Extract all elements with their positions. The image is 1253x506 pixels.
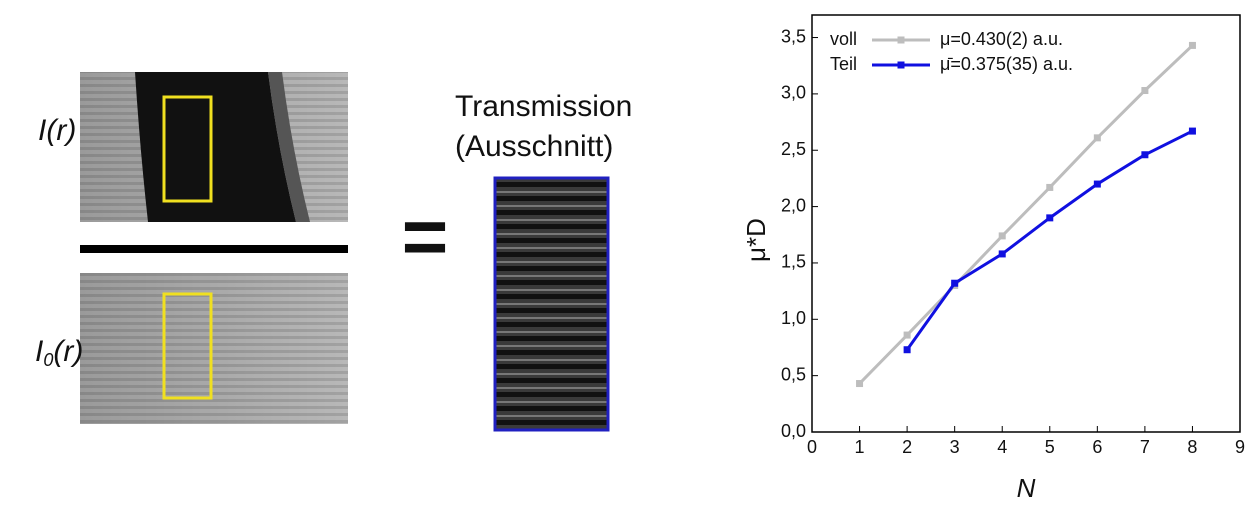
x-tick-label: 8: [1187, 437, 1197, 457]
transmission-subtitle: (Ausschnitt): [455, 130, 613, 163]
x-tick-label: 6: [1092, 437, 1102, 457]
x-tick-label: 3: [950, 437, 960, 457]
fraction-bar: [80, 245, 348, 253]
data-point: [1093, 134, 1101, 142]
plot-frame: [811, 14, 1241, 433]
equals-sign: =: [402, 192, 449, 281]
data-point: [1188, 41, 1196, 49]
y-tick-label: 1,5: [781, 252, 806, 272]
legend-note: μ=0.430(2) a.u.: [940, 29, 1063, 49]
x-tick-label: 0: [807, 437, 817, 457]
image-i: [80, 72, 348, 222]
data-point: [1188, 127, 1196, 135]
y-tick-label: 3,5: [781, 26, 806, 46]
data-point: [903, 346, 911, 354]
x-axis-label: N: [1017, 473, 1036, 503]
y-tick-label: 3,0: [781, 83, 806, 103]
transmission-title: Transmission: [455, 90, 632, 123]
label-i: I(r): [38, 114, 76, 147]
legend-label: voll: [830, 29, 857, 49]
x-tick-label: 4: [997, 437, 1007, 457]
series-line: [905, 129, 1194, 351]
y-tick-label: 0,0: [781, 421, 806, 441]
x-tick-label: 2: [902, 437, 912, 457]
y-tick-label: 2,5: [781, 139, 806, 159]
transmission-image: [493, 176, 610, 432]
data-point: [1093, 180, 1101, 188]
data-point: [856, 380, 864, 388]
legend-marker: [897, 36, 905, 44]
data-point: [998, 232, 1006, 240]
data-point: [951, 279, 959, 287]
y-axis-label: μ*D: [741, 218, 771, 262]
y-tick-label: 1,0: [781, 308, 806, 328]
x-tick-label: 9: [1235, 437, 1245, 457]
data-point: [903, 331, 911, 339]
x-tick-label: 5: [1045, 437, 1055, 457]
series-line: [858, 44, 1194, 385]
legend-marker: [897, 61, 905, 69]
data-point: [1046, 214, 1054, 222]
legend-label: Teil: [830, 54, 857, 74]
data-point: [998, 250, 1006, 258]
legend-note: μ̄=0.375(35) a.u.: [940, 54, 1073, 74]
data-point: [1046, 183, 1054, 191]
image-i0: [80, 273, 348, 424]
chart: 0 1 2 3 4 5 6 7 8 9 0,0 0,5 1,0 1,5 2,0 2,5 3,0 3,5 Nμ*D vo…: [741, 14, 1245, 503]
y-tick-label: 2,0: [781, 195, 806, 215]
data-point: [1141, 87, 1149, 95]
y-tick-label: 0,5: [781, 364, 806, 384]
x-tick-label: 1: [855, 437, 865, 457]
label-i0: I0(r): [35, 335, 83, 370]
data-point: [1141, 151, 1149, 159]
x-tick-label: 7: [1140, 437, 1150, 457]
